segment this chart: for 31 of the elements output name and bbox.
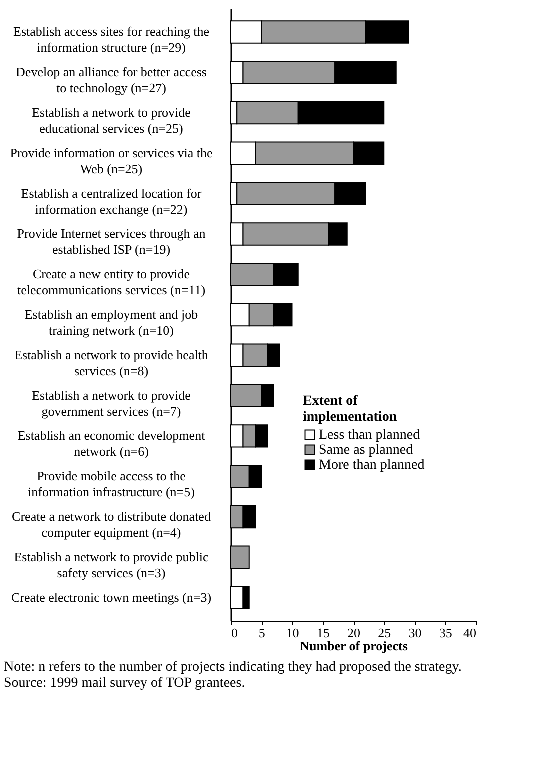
y-tick-label: Establish an employment and job training network (n=10): [24, 307, 198, 338]
x-tick-label: 25: [378, 626, 392, 640]
y-tick-label: Establish a network to provide health services (n=8): [14, 347, 209, 378]
text: Note: n refers to the number of projects indicating they had proposed the strategy.: [4, 660, 463, 676]
x-tick-label: 0: [232, 626, 238, 640]
legend-title: Extent of implementation: [303, 394, 398, 425]
legend-label: Same as planned: [319, 443, 414, 458]
y-tick-label: Establish a centralized location for information exchange (n=22): [21, 186, 202, 217]
y-tick-label: Provide mobile access to the information infrastructure (n=5): [28, 468, 195, 500]
y-tick-label: Establish a network to provide government services (n=7): [32, 388, 192, 419]
y-tick-label: Establish an economic development network (n=6): [18, 428, 206, 460]
y-tick-label: Create electronic town meetings (n=3): [11, 590, 212, 605]
y-tick-label: Provide information or services via the Web (n=25): [10, 145, 213, 176]
y-tick-label: Develop an alliance for better access to technology (n=27): [16, 64, 207, 96]
legend-label: More than planned: [319, 458, 425, 473]
x-axis-title: Number of projects: [300, 638, 408, 654]
source-note: Source: 1999 mail survey of TOP grantees.: [4, 676, 246, 692]
y-tick-label: Create a network to distribute donated computer equipment (n=4): [12, 508, 212, 540]
y-tick-label: Create a new entity to provide telecommunications services (n=11): [17, 266, 206, 298]
x-tick-label: 40: [464, 626, 476, 640]
x-tick-label: 15: [316, 626, 330, 640]
y-tick-label: Establish a network to provide public safety services (n=3): [14, 549, 210, 580]
x-tick-label: 5: [258, 626, 266, 640]
x-tick-label: 30: [408, 626, 422, 640]
y-tick-label: Establish access sites for reaching the information structure (n=29): [13, 24, 210, 56]
legend-label: Less than planned: [319, 428, 420, 443]
y-tick-label: Establish a network to provide educational services (n=25): [32, 105, 192, 136]
x-tick-label: 10: [286, 626, 300, 640]
x-tick-label: 35: [439, 626, 452, 640]
y-tick-label: Provide Internet services through an established ISP (n=19): [17, 226, 206, 258]
x-tick-label: 20: [348, 626, 360, 640]
